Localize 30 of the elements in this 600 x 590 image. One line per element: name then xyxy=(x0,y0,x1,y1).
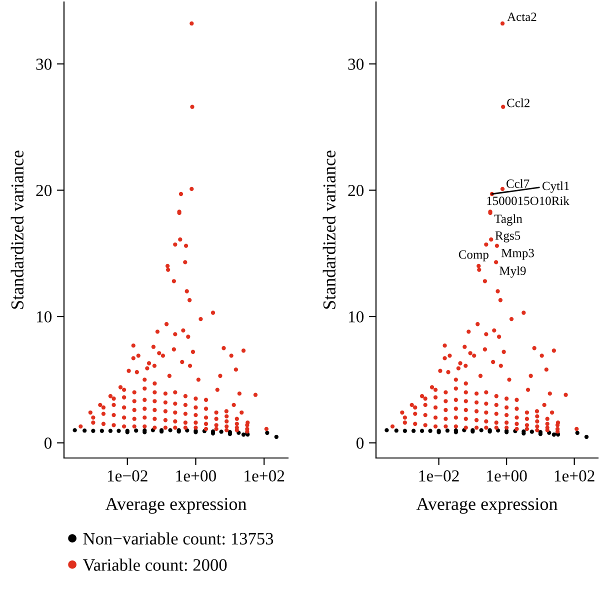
legend-label: Non−variable count: 13753 xyxy=(83,532,274,545)
annotation: Ccl7 xyxy=(506,179,530,188)
annotation: Tagln xyxy=(494,214,522,226)
x-axis-title: Average expression xyxy=(105,498,246,514)
y-axis-title: Standardized variance xyxy=(10,150,24,309)
x-tick-label: 1e−02 xyxy=(419,470,459,482)
y-tick-label: 30 xyxy=(348,58,364,70)
y-tick-label: 20 xyxy=(36,184,52,196)
y-tick-label: 20 xyxy=(348,184,364,196)
annotation: Ccl2 xyxy=(507,98,530,108)
annotation: Rgs5 xyxy=(495,231,520,242)
y-tick-label: 0 xyxy=(44,438,52,449)
y-tick-label: 10 xyxy=(36,311,52,322)
x-tick-label: 1e−02 xyxy=(108,470,148,482)
y-tick-label: 10 xyxy=(348,311,364,322)
annotation: Comp xyxy=(458,250,488,262)
annotation: 1500015O10Rik xyxy=(487,196,570,206)
annotation: Mmp3 xyxy=(501,248,534,260)
x-tick-label: 1e+00 xyxy=(487,470,527,482)
x-tick-label: 1e+02 xyxy=(554,470,594,482)
annotation: Cytl1 xyxy=(542,181,569,193)
x-axis-title: Average expression xyxy=(416,498,558,514)
x-tick-label: 1e+00 xyxy=(176,470,216,482)
y-tick-label: 30 xyxy=(36,58,52,70)
x-tick-label: 1e+02 xyxy=(244,470,284,482)
annotation: Acta2 xyxy=(507,12,536,22)
legend-label: Variable count: 2000 xyxy=(82,558,227,571)
annotation: Myl9 xyxy=(500,266,526,278)
y-tick-label: 0 xyxy=(356,438,364,449)
y-axis-title: Standardized variance xyxy=(322,150,336,309)
